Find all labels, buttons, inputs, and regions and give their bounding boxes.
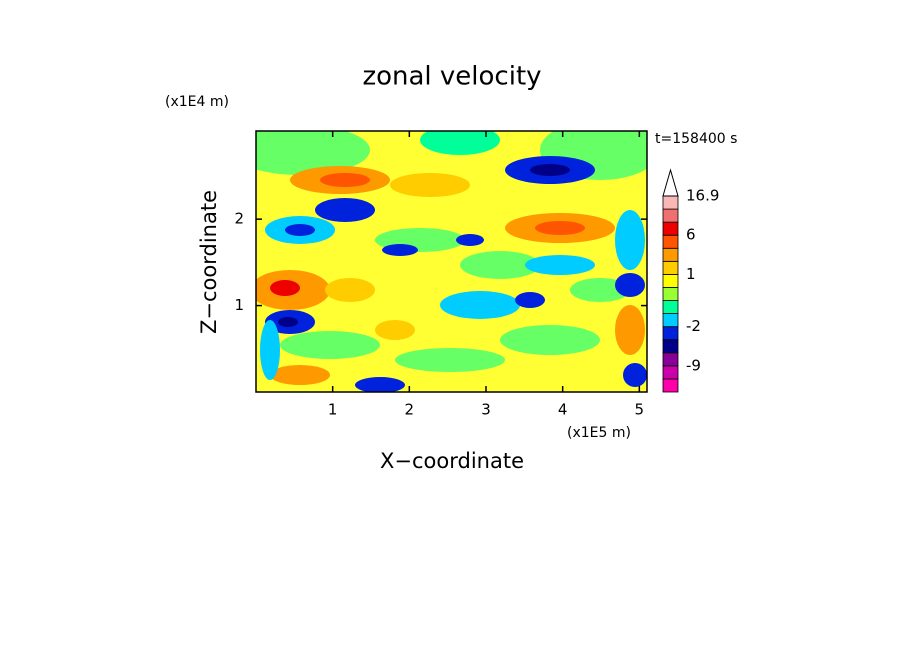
y-axis-label: Z−coordinate	[197, 190, 221, 334]
colorbar-segment	[662, 260, 679, 275]
colorbar-segment	[662, 273, 679, 288]
contour-field	[256, 131, 647, 392]
colorbar-extend	[662, 168, 679, 197]
colorbar-label: -9	[686, 356, 701, 374]
colorbar-segment	[662, 352, 679, 367]
x-unit: (x1E5 m)	[567, 425, 631, 441]
x-tick-label: 3	[481, 401, 491, 419]
x-tick-label: 2	[405, 401, 415, 419]
colorbar-segment	[662, 365, 679, 380]
colorbar-segment	[662, 378, 679, 393]
colorbar-segment	[662, 300, 679, 314]
y-tick-label: 1	[234, 296, 244, 314]
colorbar-segment	[662, 313, 679, 328]
x-tick-label: 1	[328, 401, 338, 419]
y-tick-label: 2	[234, 210, 244, 228]
colorbar-segment	[662, 208, 679, 223]
x-tick-label: 5	[635, 401, 645, 419]
colorbar-label: 16.9	[686, 187, 719, 205]
colorbar-label: 1	[686, 265, 696, 283]
colorbar-segment	[662, 326, 679, 341]
chart-title: zonal velocity	[362, 62, 541, 92]
x-axis-label: X−coordinate	[380, 449, 524, 473]
annotation: t=158400 s	[655, 131, 737, 147]
x-tick-label: 4	[558, 401, 568, 419]
colorbar-segment	[662, 247, 679, 262]
colorbar-segment	[662, 287, 679, 301]
colorbar-segment	[662, 221, 679, 236]
colorbar-segment	[662, 234, 679, 249]
plot-frame	[255, 130, 648, 393]
colorbar-label: -2	[686, 317, 701, 335]
colorbar-label: 6	[686, 226, 696, 244]
colorbar-segment	[662, 195, 679, 210]
colorbar-segment	[662, 339, 679, 354]
y-unit: (x1E4 m)	[165, 94, 229, 110]
